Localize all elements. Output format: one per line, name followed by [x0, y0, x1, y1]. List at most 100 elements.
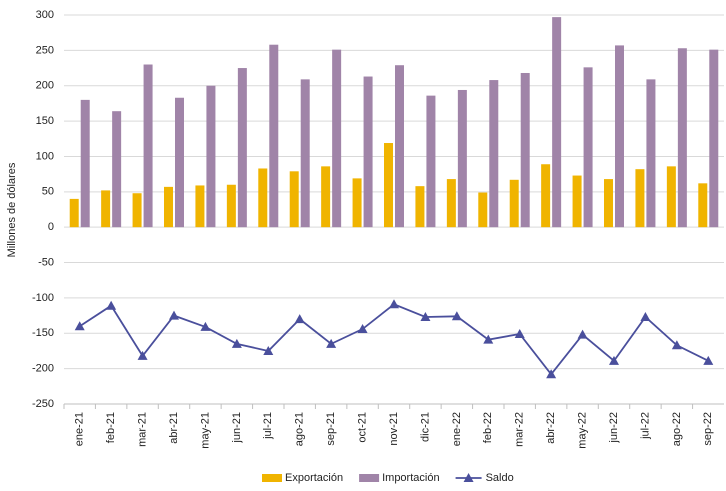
x-tick-label: abr-22	[545, 412, 557, 444]
legend-label: Saldo	[486, 472, 514, 484]
marker	[609, 355, 619, 365]
y-tick-label: 300	[36, 9, 54, 21]
marker	[640, 312, 651, 322]
marker	[231, 338, 242, 348]
legend-label: Importación	[382, 472, 439, 484]
bar	[646, 79, 656, 228]
bar	[269, 44, 279, 228]
y-tick-label: -50	[38, 256, 54, 268]
x-tick-label: feb-21	[105, 412, 117, 443]
bar	[300, 79, 310, 228]
legend-swatch	[359, 474, 380, 482]
bar	[132, 193, 142, 228]
bar	[426, 95, 436, 228]
marker	[451, 311, 462, 321]
x-tick-label: jun-22	[608, 412, 620, 444]
y-tick-label: -100	[32, 292, 54, 304]
bar	[457, 89, 467, 228]
x-tick-label: ago-21	[294, 412, 306, 446]
bar	[332, 49, 342, 228]
marker	[263, 345, 274, 355]
x-tick-label: sep-21	[325, 412, 337, 446]
marker	[546, 369, 557, 379]
y-tick-label: -250	[32, 398, 54, 410]
x-tick-label: abr-21	[168, 412, 180, 444]
marker	[106, 300, 117, 310]
bar	[384, 143, 393, 228]
bar	[352, 178, 362, 228]
bar	[164, 186, 173, 228]
y-tick-label: 200	[36, 80, 54, 92]
bar	[101, 190, 111, 228]
bar	[635, 169, 645, 228]
x-tick-label: mar-22	[514, 412, 526, 447]
y-axis-title: Millones de dólares	[6, 162, 18, 257]
marker	[137, 350, 148, 360]
marker	[74, 321, 85, 331]
marker	[577, 329, 588, 339]
y-tick-label: 150	[36, 115, 54, 127]
legend-swatch	[262, 474, 282, 482]
y-tick-label: 250	[36, 44, 54, 56]
x-tick-label: sep-22	[702, 412, 714, 446]
marker	[703, 355, 714, 365]
marker	[326, 338, 337, 348]
marker	[389, 299, 399, 309]
x-tick-label: nov-21	[388, 412, 400, 446]
bar	[195, 185, 205, 228]
marker	[357, 324, 368, 334]
bar	[552, 17, 562, 228]
bar	[395, 65, 404, 228]
x-tick-label: may-21	[199, 412, 211, 449]
x-tick-label: ene-21	[74, 412, 86, 446]
bar	[363, 76, 373, 228]
x-tick-label: ene-22	[451, 412, 463, 446]
bar	[143, 64, 153, 228]
x-tick-label: mar-21	[136, 412, 148, 447]
bar	[509, 179, 519, 228]
bar	[415, 186, 425, 228]
bar	[677, 48, 687, 228]
marker	[200, 321, 211, 331]
marker	[294, 314, 305, 324]
x-tick-label: oct-21	[356, 412, 368, 443]
bar	[541, 164, 551, 228]
x-tick-label: jun-21	[231, 412, 243, 444]
bar	[321, 166, 331, 228]
legend-label: Exportación	[285, 472, 343, 484]
x-tick-label: feb-22	[482, 412, 494, 443]
marker	[671, 340, 682, 350]
marker	[420, 312, 431, 322]
bar	[237, 68, 247, 228]
y-tick-label: 50	[42, 186, 54, 198]
bar	[80, 99, 90, 228]
bar	[520, 72, 530, 228]
y-tick-label: 100	[36, 150, 54, 162]
bar	[175, 97, 184, 228]
y-tick-label: 0	[48, 221, 54, 233]
bar	[615, 45, 624, 228]
bar	[206, 85, 216, 228]
bar	[489, 80, 499, 228]
marker	[514, 328, 525, 338]
legend-swatch	[463, 473, 474, 482]
bar	[666, 166, 676, 228]
bar	[69, 198, 79, 228]
x-tick-label: ago-22	[671, 412, 683, 446]
marker	[169, 310, 179, 320]
bar	[226, 184, 236, 228]
marker	[483, 334, 494, 344]
x-tick-label: jul-21	[262, 412, 274, 440]
bar	[289, 171, 299, 228]
x-tick-label: may-22	[576, 412, 588, 449]
bar	[572, 175, 582, 228]
bar	[112, 111, 122, 228]
bar	[698, 183, 708, 228]
x-tick-label: jul-22	[639, 412, 651, 440]
bar	[709, 49, 719, 228]
bar	[583, 67, 593, 228]
bar	[258, 168, 268, 228]
y-tick-label: -200	[32, 363, 54, 375]
x-tick-label: dic-21	[419, 412, 431, 442]
